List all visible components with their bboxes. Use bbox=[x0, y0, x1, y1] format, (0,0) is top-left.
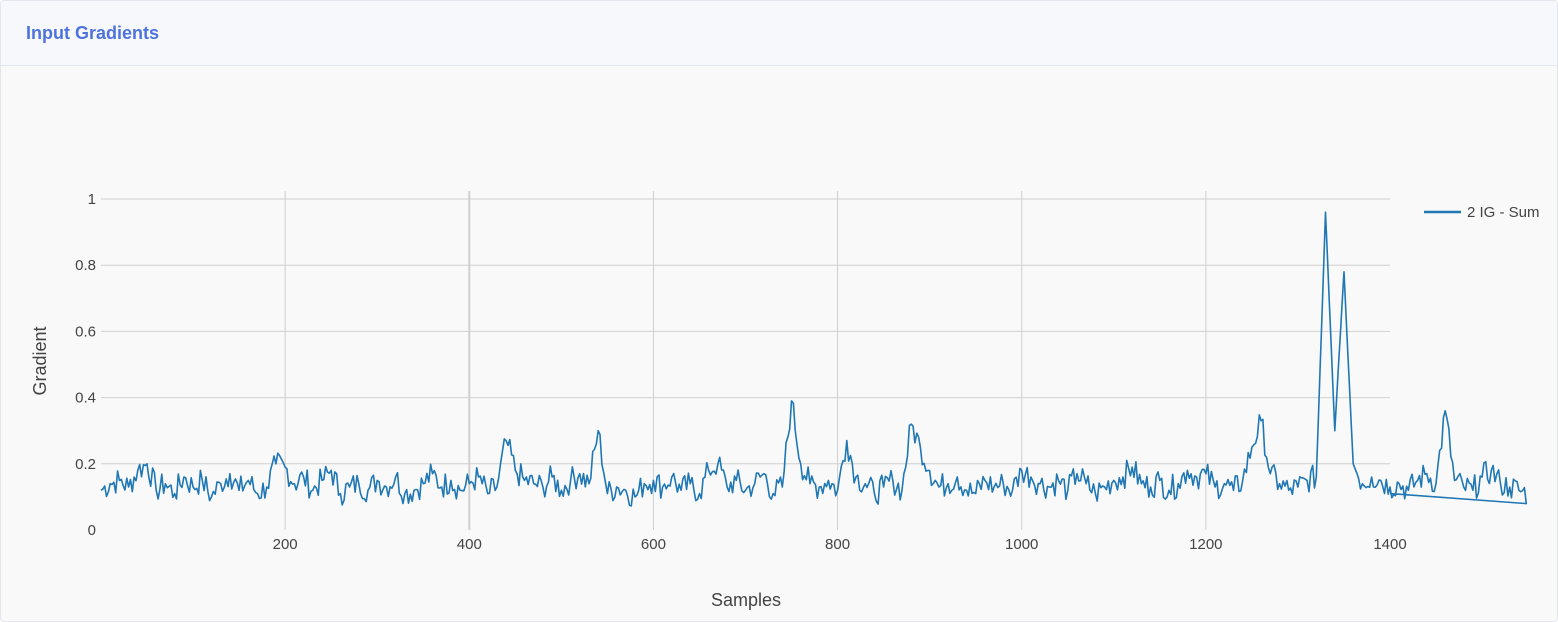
y-tick-label: 0.6 bbox=[75, 323, 96, 340]
chart-grid bbox=[101, 191, 1390, 530]
y-tick-label: 0 bbox=[88, 522, 96, 539]
card-header: Input Gradients bbox=[1, 1, 1557, 66]
legend[interactable]: 2 IG - Sum bbox=[1424, 204, 1540, 221]
x-tick-label: 1400 bbox=[1373, 536, 1406, 553]
y-tick-label: 0.2 bbox=[75, 456, 96, 473]
x-tick-label: 400 bbox=[457, 536, 482, 553]
y-axis-title: Gradient bbox=[30, 326, 50, 395]
y-tick-label: 1 bbox=[88, 191, 96, 208]
series-line-2-ig-sum[interactable] bbox=[100, 211, 1528, 507]
x-tick-label: 800 bbox=[825, 536, 850, 553]
x-tick-label: 600 bbox=[641, 536, 666, 553]
card-title: Input Gradients bbox=[26, 22, 160, 43]
x-tick-label: 1000 bbox=[1005, 536, 1038, 553]
chart-plot-area[interactable] bbox=[100, 211, 1528, 507]
x-axis-title: Samples bbox=[711, 590, 781, 610]
x-tick-label: 200 bbox=[273, 536, 298, 553]
x-tick-label: 1200 bbox=[1189, 536, 1222, 553]
y-tick-label: 0.8 bbox=[75, 257, 96, 274]
y-tick-label: 0.4 bbox=[75, 390, 96, 407]
legend-label-2-ig-sum: 2 IG - Sum bbox=[1467, 204, 1540, 221]
